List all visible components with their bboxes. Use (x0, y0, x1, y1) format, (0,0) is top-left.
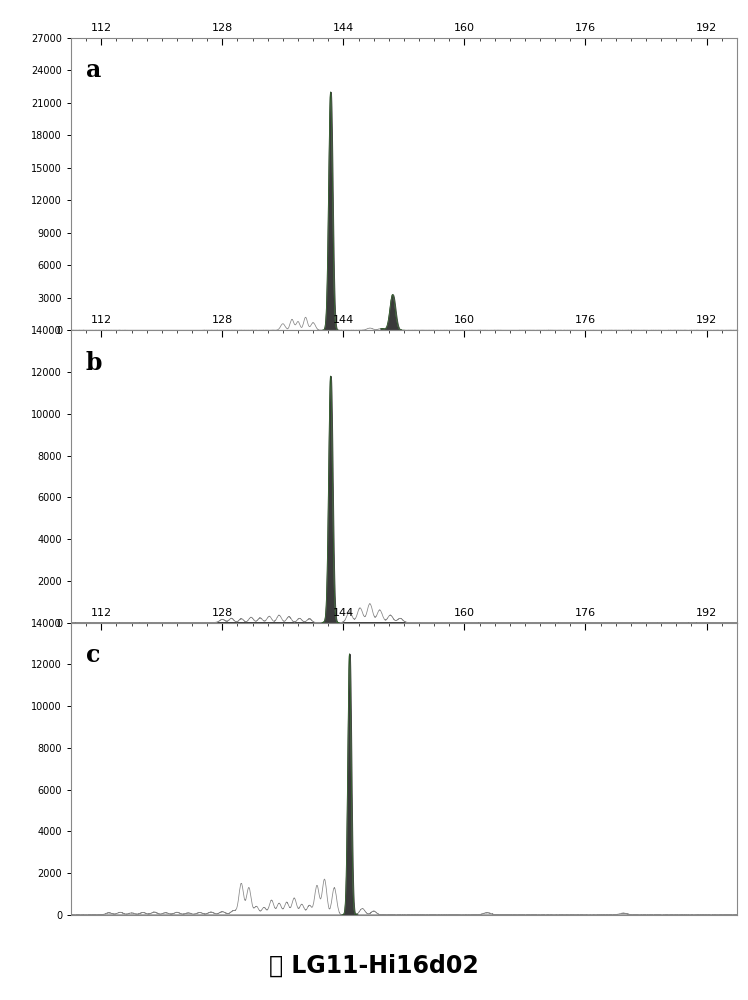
Text: a: a (86, 58, 101, 82)
Text: c: c (86, 643, 100, 667)
Text: b: b (86, 351, 102, 375)
Text: 图 LG11-Hi16d02: 图 LG11-Hi16d02 (269, 954, 479, 978)
